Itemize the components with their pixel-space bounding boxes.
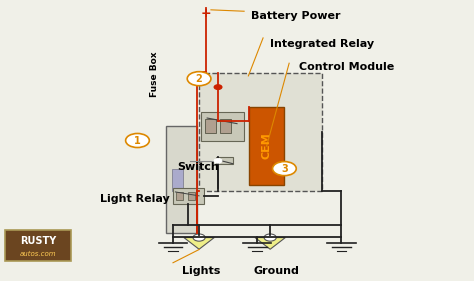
Circle shape: [126, 133, 149, 148]
Bar: [249, 107, 284, 185]
Circle shape: [193, 234, 205, 241]
Text: Battery Power: Battery Power: [251, 11, 341, 21]
Text: Lights: Lights: [182, 266, 221, 276]
Bar: [220, 119, 231, 133]
Bar: [5, 230, 71, 261]
Bar: [176, 192, 183, 200]
Text: Switch: Switch: [178, 162, 219, 172]
Circle shape: [187, 72, 211, 86]
Circle shape: [264, 234, 276, 241]
Bar: [199, 73, 322, 191]
Text: Light Relay: Light Relay: [100, 194, 169, 204]
Polygon shape: [255, 237, 285, 249]
Circle shape: [214, 85, 222, 89]
Text: Integrated Relay: Integrated Relay: [270, 39, 374, 49]
Bar: [188, 192, 195, 200]
Bar: [172, 169, 183, 191]
Polygon shape: [184, 237, 214, 249]
Text: RUSTY: RUSTY: [20, 236, 56, 246]
Text: 3: 3: [281, 164, 288, 174]
Bar: [216, 157, 233, 164]
Bar: [205, 119, 216, 133]
Bar: [173, 188, 204, 204]
Text: Control Module: Control Module: [299, 62, 394, 72]
Text: 1: 1: [134, 135, 141, 146]
Text: CEM: CEM: [262, 133, 272, 160]
Bar: [201, 112, 244, 140]
Bar: [166, 126, 197, 233]
Circle shape: [214, 158, 222, 163]
Text: Fuse Box: Fuse Box: [150, 52, 158, 97]
Text: autos.com: autos.com: [19, 251, 56, 257]
Text: Ground: Ground: [254, 266, 300, 276]
Text: 2: 2: [196, 74, 202, 84]
Circle shape: [273, 162, 296, 176]
Text: +: +: [201, 7, 211, 20]
